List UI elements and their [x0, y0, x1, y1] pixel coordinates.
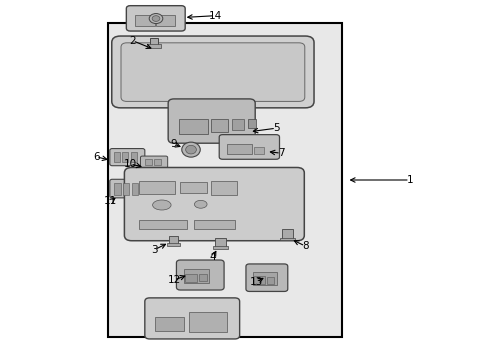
Bar	[108, 23, 341, 337]
Text: 13: 13	[249, 277, 263, 287]
Bar	[212, 247, 228, 249]
Bar	[184, 269, 208, 283]
Bar	[280, 238, 294, 240]
Bar	[180, 182, 206, 193]
Text: 8: 8	[302, 241, 308, 251]
Bar	[154, 317, 183, 331]
FancyBboxPatch shape	[112, 36, 313, 108]
Text: 11: 11	[104, 197, 117, 206]
FancyBboxPatch shape	[140, 156, 167, 168]
Text: 1: 1	[406, 175, 412, 185]
Ellipse shape	[194, 201, 206, 208]
Bar	[211, 119, 228, 132]
Text: 6: 6	[93, 152, 100, 162]
FancyBboxPatch shape	[176, 260, 224, 290]
FancyBboxPatch shape	[110, 179, 146, 198]
Text: 2: 2	[129, 36, 136, 46]
Ellipse shape	[152, 16, 160, 21]
FancyBboxPatch shape	[144, 298, 239, 339]
Bar	[231, 119, 244, 130]
Bar	[169, 237, 178, 244]
FancyBboxPatch shape	[219, 135, 279, 159]
FancyBboxPatch shape	[126, 6, 185, 31]
Bar	[215, 238, 225, 248]
Bar	[248, 119, 255, 128]
FancyBboxPatch shape	[124, 167, 304, 241]
Bar	[156, 15, 175, 26]
Bar	[131, 183, 138, 195]
Bar	[194, 220, 235, 229]
Text: 3: 3	[151, 245, 158, 255]
Bar	[188, 312, 226, 332]
Bar	[254, 276, 264, 284]
Bar	[138, 220, 187, 229]
Ellipse shape	[185, 145, 196, 154]
Bar	[199, 274, 206, 281]
Text: 9: 9	[170, 139, 177, 149]
FancyBboxPatch shape	[110, 149, 144, 166]
Bar	[122, 183, 129, 195]
Bar	[211, 181, 236, 195]
Bar	[147, 44, 161, 48]
Bar	[166, 243, 180, 246]
Bar	[282, 229, 292, 239]
Bar	[179, 119, 207, 134]
Bar	[114, 183, 120, 195]
Bar	[114, 153, 120, 162]
Bar	[122, 153, 128, 162]
Bar	[138, 181, 175, 194]
Ellipse shape	[149, 14, 163, 23]
FancyBboxPatch shape	[168, 99, 255, 143]
Bar	[253, 272, 276, 285]
Bar	[135, 15, 154, 26]
Bar	[185, 274, 197, 282]
Text: 5: 5	[272, 123, 279, 133]
Text: 7: 7	[277, 148, 284, 158]
Bar	[153, 159, 161, 165]
FancyBboxPatch shape	[245, 264, 287, 292]
FancyBboxPatch shape	[121, 43, 304, 102]
Ellipse shape	[182, 142, 200, 157]
Text: 10: 10	[123, 159, 137, 169]
Bar	[266, 277, 273, 284]
Bar	[130, 153, 136, 162]
Text: 4: 4	[209, 252, 216, 262]
Bar	[149, 38, 158, 46]
Text: 12: 12	[167, 275, 180, 285]
Ellipse shape	[152, 200, 171, 210]
Text: 14: 14	[208, 11, 222, 21]
Bar	[227, 144, 251, 154]
Bar	[144, 159, 152, 165]
Bar	[254, 147, 264, 154]
